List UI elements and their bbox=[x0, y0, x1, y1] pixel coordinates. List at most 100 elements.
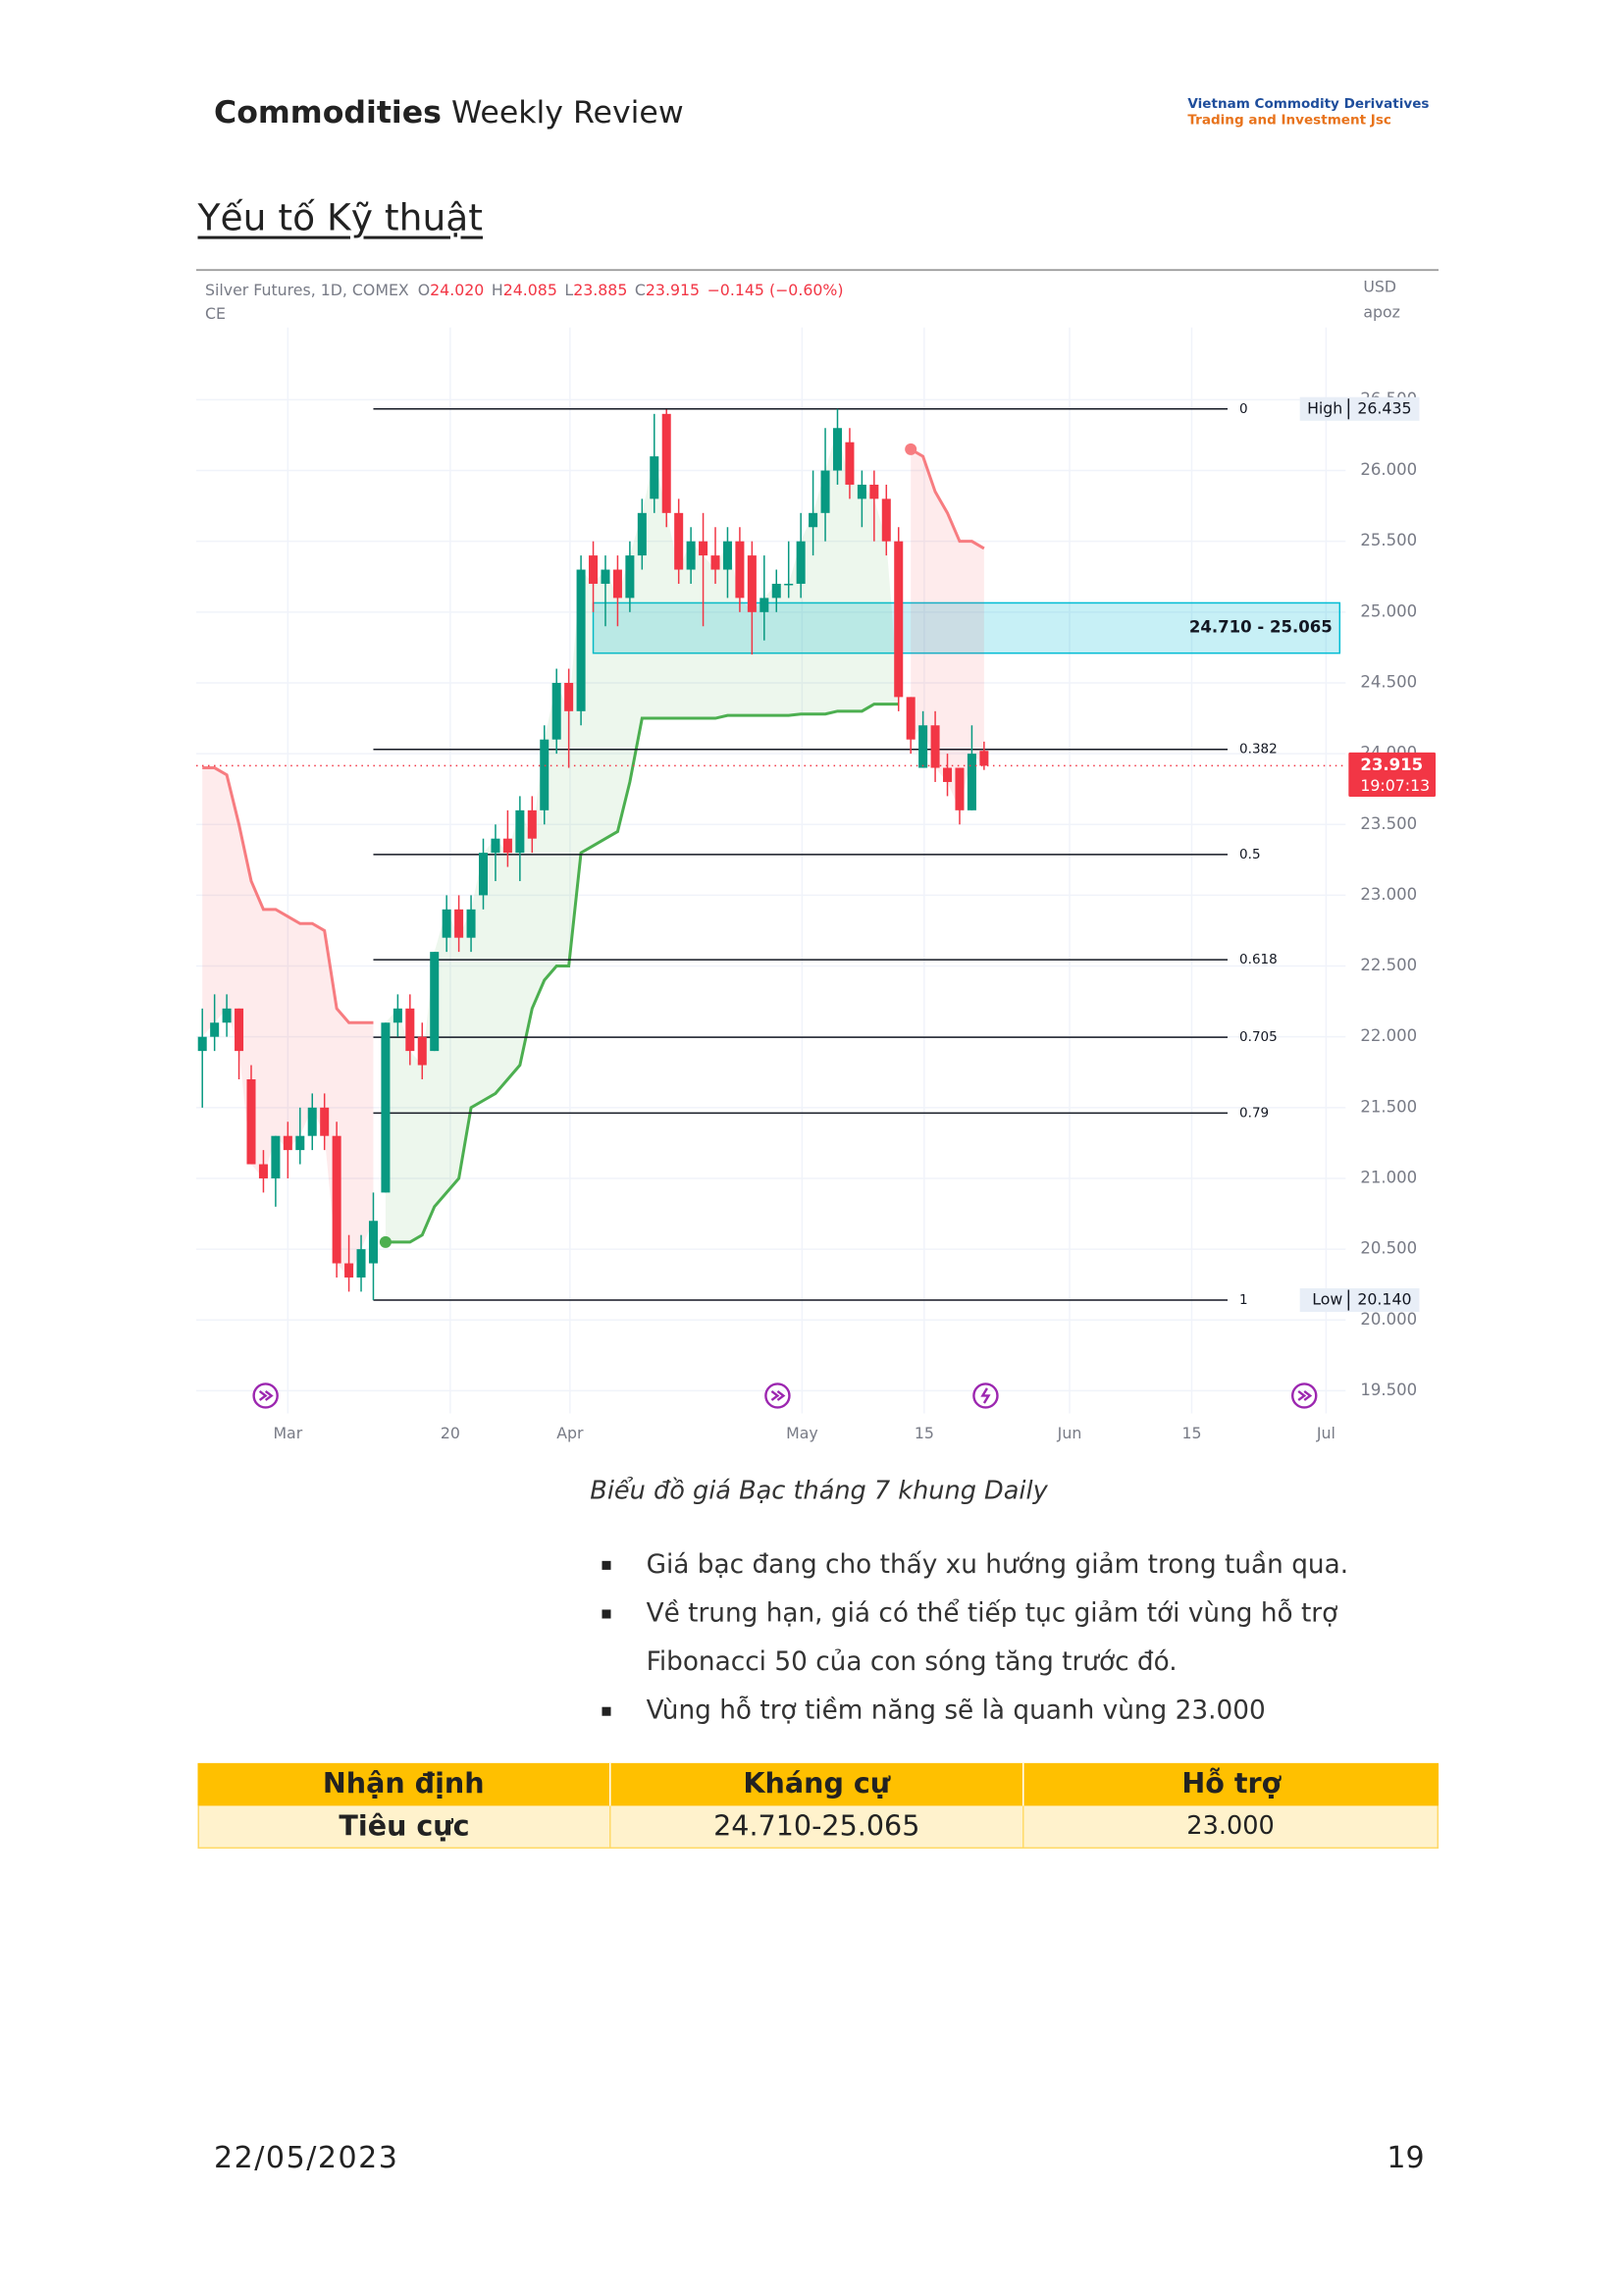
candle-body bbox=[356, 1249, 366, 1278]
candle-body bbox=[686, 541, 696, 570]
candle-body bbox=[967, 754, 976, 810]
trend-start-dot bbox=[905, 443, 917, 455]
y-tick-label: 22.000 bbox=[1360, 1026, 1417, 1045]
trend-line bbox=[202, 766, 374, 1024]
trend-fill bbox=[202, 767, 374, 1278]
x-tick-label: 15 bbox=[1181, 1424, 1201, 1442]
candle-body bbox=[515, 809, 525, 854]
candle-body bbox=[540, 739, 550, 810]
candle-body bbox=[344, 1263, 354, 1278]
event-icon bbox=[1290, 1383, 1318, 1409]
candle-body bbox=[930, 725, 940, 768]
legend-value: 23.885 bbox=[573, 281, 627, 299]
extreme-tag bbox=[1299, 1288, 1420, 1313]
trend-fill bbox=[385, 428, 899, 1242]
candle-body bbox=[307, 1107, 317, 1136]
extreme-tag bbox=[1299, 396, 1420, 421]
event-icon bbox=[764, 1383, 791, 1409]
logo: Vietnam Commodity Derivatives Trading an… bbox=[1187, 97, 1429, 130]
x-tick-label: 20 bbox=[441, 1424, 460, 1442]
legend-key: C bbox=[635, 281, 646, 299]
candle-body bbox=[295, 1135, 305, 1151]
candle-body bbox=[661, 413, 671, 513]
y-tick-label: 20.000 bbox=[1360, 1310, 1417, 1329]
candle-body bbox=[246, 1078, 256, 1165]
bullet: Vùng hỗ trợ tiềm năng sẽ là quanh vùng 2… bbox=[602, 1688, 1442, 1737]
candle-body bbox=[650, 456, 659, 499]
candle-body bbox=[442, 909, 451, 938]
report-title: Commodities Weekly Review bbox=[214, 94, 684, 130]
last-price-tag bbox=[1348, 752, 1437, 797]
candle-body bbox=[625, 555, 635, 599]
extreme-value: 20.140 bbox=[1357, 1290, 1411, 1309]
candle-body bbox=[918, 725, 928, 768]
chart-subtitle: CE bbox=[205, 304, 226, 323]
candle-body bbox=[478, 853, 489, 896]
trend-line bbox=[385, 703, 899, 1244]
y-tick-label: 21.000 bbox=[1360, 1168, 1417, 1186]
table-cell: 23.000 bbox=[1023, 1805, 1440, 1850]
x-tick-label: Jun bbox=[1057, 1424, 1082, 1442]
fib-label: 1 bbox=[1239, 1292, 1248, 1308]
x-tick-label: Mar bbox=[273, 1424, 302, 1442]
candle-body bbox=[845, 442, 855, 485]
report-title-bold: Commodities bbox=[214, 94, 442, 130]
logo-line: Trading and Investment Jsc bbox=[1187, 113, 1391, 129]
candle-body bbox=[222, 1008, 232, 1023]
table-header-cell: Nhận định bbox=[197, 1762, 611, 1806]
currency: USD bbox=[1363, 278, 1396, 296]
candle-body bbox=[612, 569, 622, 599]
y-tick-label: 25.500 bbox=[1360, 531, 1417, 549]
legend-change: −0.145 (−0.60%) bbox=[707, 281, 844, 299]
zone-label: 24.710 - 25.065 bbox=[1189, 618, 1333, 637]
candle-body bbox=[381, 1022, 391, 1193]
candle-body bbox=[210, 1022, 220, 1037]
extreme-value: 26.435 bbox=[1357, 398, 1411, 417]
candle-body bbox=[699, 541, 708, 556]
legend-value: 23.915 bbox=[646, 281, 700, 299]
y-tick-label: 20.500 bbox=[1360, 1239, 1417, 1258]
logo-line: Vietnam Commodity Derivatives bbox=[1187, 97, 1430, 113]
candle-body bbox=[747, 555, 757, 612]
legend-value: 24.085 bbox=[503, 281, 557, 299]
y-tick-label: 23.000 bbox=[1360, 885, 1417, 904]
candle-body bbox=[771, 583, 781, 599]
y-tick-label: 23.500 bbox=[1360, 814, 1417, 833]
candle-body bbox=[637, 512, 647, 556]
legend-key: O bbox=[418, 281, 430, 299]
candle-body bbox=[564, 682, 574, 711]
event-icon bbox=[252, 1383, 279, 1409]
fib-label: 0.382 bbox=[1239, 742, 1278, 757]
legend-key: L bbox=[564, 281, 573, 299]
x-tick-label: 15 bbox=[915, 1424, 934, 1442]
table-header-cell: Kháng cự bbox=[610, 1762, 1024, 1806]
candle-body bbox=[722, 541, 732, 570]
y-tick-label: 24.500 bbox=[1360, 672, 1417, 691]
legend-value: 24.020 bbox=[430, 281, 484, 299]
candle-body bbox=[601, 569, 610, 584]
candle-body bbox=[258, 1164, 268, 1178]
candle-body bbox=[393, 1008, 402, 1023]
candle-body bbox=[576, 569, 586, 711]
candle-body bbox=[809, 512, 818, 528]
trend-start-dot bbox=[379, 1235, 392, 1248]
y-tick-label: 19.500 bbox=[1360, 1381, 1417, 1399]
candle-body bbox=[820, 470, 830, 513]
table-header-cell: Hỗ trợ bbox=[1023, 1762, 1440, 1806]
extreme-label: Low bbox=[1312, 1290, 1342, 1309]
candle-body bbox=[894, 541, 904, 698]
candle-body bbox=[368, 1221, 378, 1264]
candle-body bbox=[332, 1135, 341, 1264]
candle-body bbox=[881, 498, 891, 542]
x-tick-label: May bbox=[786, 1424, 818, 1442]
candle-body bbox=[710, 555, 720, 570]
x-tick-label: Apr bbox=[556, 1424, 584, 1442]
candle-body bbox=[430, 952, 440, 1052]
currency-note: apoz bbox=[1363, 302, 1400, 321]
footer-date: 22/05/2023 bbox=[214, 2139, 399, 2175]
bullet: Về trung hạn, giá có thể tiếp tục giảm t… bbox=[602, 1591, 1442, 1688]
candle-body bbox=[943, 767, 953, 782]
candle-body bbox=[271, 1135, 281, 1178]
report-title-rest: Weekly Review bbox=[451, 94, 684, 130]
